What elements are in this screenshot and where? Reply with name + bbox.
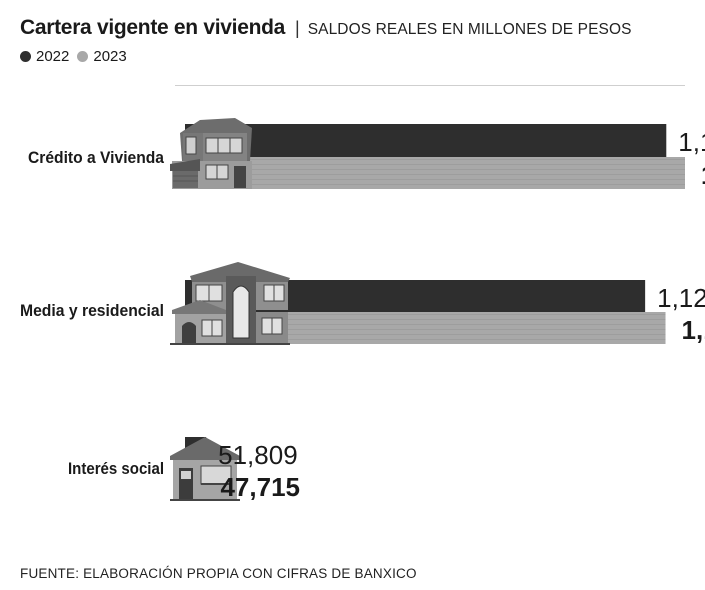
house-media-illustration [170, 262, 290, 345]
house-social-illustration [170, 437, 240, 501]
legend-swatch-2022 [20, 51, 31, 62]
house-credito-illustration [170, 118, 252, 189]
legend-label-2022: 2022 [36, 48, 70, 65]
value-labels: 1,178,718 1,224,530 1,126,9091,176,815 51,8… [218, 127, 705, 502]
category-label-interes-social: Interés social [68, 459, 164, 478]
house-illustrations [170, 118, 290, 501]
value-label-interes-social-2023: 47,715 [220, 472, 300, 502]
legend-swatch-2023 [77, 51, 89, 62]
value-label-credito-a-vivienda-2022: 1,178,718 [678, 127, 705, 157]
value-label-media-y-residencial-2022: 1,126,909 [657, 283, 705, 313]
chart-title: Cartera vigente en vivienda [20, 16, 286, 39]
header-rule [175, 85, 685, 86]
chart-subtitle: SALDOS REALES EN MILLONES DE PESOS [307, 21, 632, 38]
category-label-media-y-residencial: Media y residencial [20, 301, 164, 320]
value-label-interes-social-2022: 51,809 [218, 440, 298, 470]
title-separator: | [295, 18, 300, 38]
bar-credito-a-vivienda-2023 [185, 157, 685, 189]
chart-header: Cartera vigente en vivienda | SALDOS REA… [20, 16, 690, 65]
bar-credito-a-vivienda-2022 [185, 124, 667, 157]
category-label-credito-a-vivienda: Crédito a Vivienda [28, 148, 164, 167]
value-label-media-y-residencial-2023: 1,176,815 [682, 315, 705, 345]
category-labels: Crédito a Vivienda Media y residencial Int… [20, 148, 164, 478]
value-label-credito-a-vivienda-2023: 1,224,530 [701, 160, 705, 190]
legend-item-2023: 2023 [77, 48, 127, 65]
title-row: Cartera vigente en vivienda | SALDOS REA… [20, 16, 690, 40]
bar-chart: Crédito a Vivienda Media y residencial Int… [20, 118, 705, 502]
legend-item-2022: 2022 [20, 48, 69, 65]
legend-label-2023: 2023 [93, 48, 127, 65]
legend: 2022 2023 [20, 48, 690, 65]
source-note: FUENTE: ELABORACIÓN PROPIA CON CIFRAS DE… [20, 566, 417, 581]
